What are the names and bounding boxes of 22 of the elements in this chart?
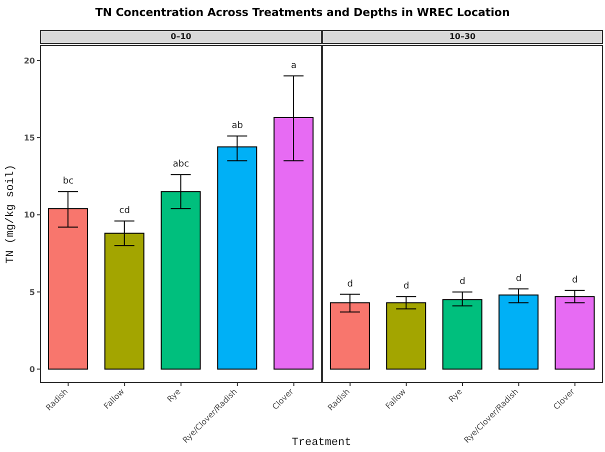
annotation: a xyxy=(291,60,297,71)
y-tick-label: 0 xyxy=(29,364,36,374)
y-tick-label: 10 xyxy=(24,210,36,220)
x-tick-label: Rye xyxy=(166,387,182,404)
annotation: d xyxy=(516,274,522,284)
x-axis-title: Treatment xyxy=(292,437,352,449)
chart-subtitle: 10–30 xyxy=(322,30,603,44)
x-tick-label: Rye xyxy=(447,387,464,404)
chart-title: TN Concentration Across Treatments and Depths in WREC Location xyxy=(94,6,511,19)
annotation: cd xyxy=(119,206,130,216)
y-axis-title: TN (mg/kg soil) xyxy=(5,164,17,264)
y-tick-label: 20 xyxy=(24,56,36,66)
annotation: ab xyxy=(232,121,244,132)
annotation: d xyxy=(572,275,578,286)
annotation: d xyxy=(347,279,353,290)
y-tick-label: 15 xyxy=(24,133,36,142)
annotation: bc xyxy=(62,176,74,187)
annotation: d xyxy=(403,282,410,292)
annotation: d xyxy=(460,276,466,287)
annotation: abc xyxy=(172,160,190,170)
y-tick-label: 5 xyxy=(29,288,36,297)
chart-subtitle: 0–10 xyxy=(40,30,322,44)
